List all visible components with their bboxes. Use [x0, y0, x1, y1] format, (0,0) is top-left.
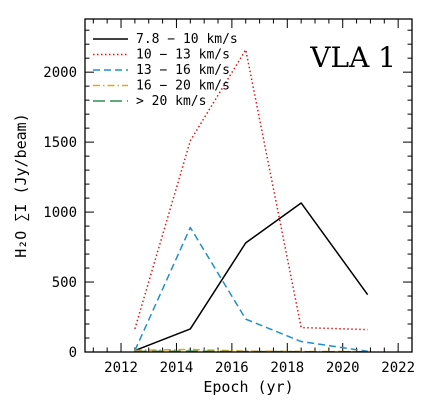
- series-line-1: [134, 202, 369, 352]
- plot-frame: [84, 18, 413, 353]
- series-line-2: [134, 49, 368, 331]
- y-tick-label: 2000: [43, 65, 77, 81]
- x-tick-label: 2018: [270, 360, 304, 376]
- tick-marks: [85, 19, 413, 353]
- legend-label: 16 − 20 km/s: [136, 79, 230, 94]
- x-axis-label: Epoch (yr): [203, 378, 293, 396]
- x-tick-label: 2020: [326, 360, 360, 376]
- tick-labels: 2012 2014 2016 2018 2020 2022 0 500 1000 1500 2000: [43, 65, 415, 376]
- x-tick-label: 2014: [160, 360, 194, 376]
- legend-label: 10 − 13 km/s: [136, 48, 230, 63]
- series-line-3: [134, 226, 368, 353]
- legend-label: 13 − 16 km/s: [136, 63, 230, 78]
- y-tick-label: 1000: [43, 205, 77, 221]
- y-axis-label: H₂O ∑I (Jy/beam): [12, 113, 30, 258]
- legend-label: 7.8 − 10 km/s: [136, 32, 238, 47]
- y-tick-label: 0: [69, 345, 77, 361]
- chart-annotation: VLA 1: [309, 41, 396, 74]
- y-tick-label: 1500: [43, 135, 77, 151]
- x-tick-label: 2012: [104, 360, 138, 376]
- legend-label: > 20 km/s: [136, 94, 206, 109]
- y-tick-label: 500: [52, 275, 77, 291]
- legend: 7.8 − 10 km/s10 − 13 km/s13 − 16 km/s16 …: [93, 32, 238, 109]
- x-tick-label: 2022: [381, 360, 415, 376]
- x-tick-label: 2016: [215, 360, 249, 376]
